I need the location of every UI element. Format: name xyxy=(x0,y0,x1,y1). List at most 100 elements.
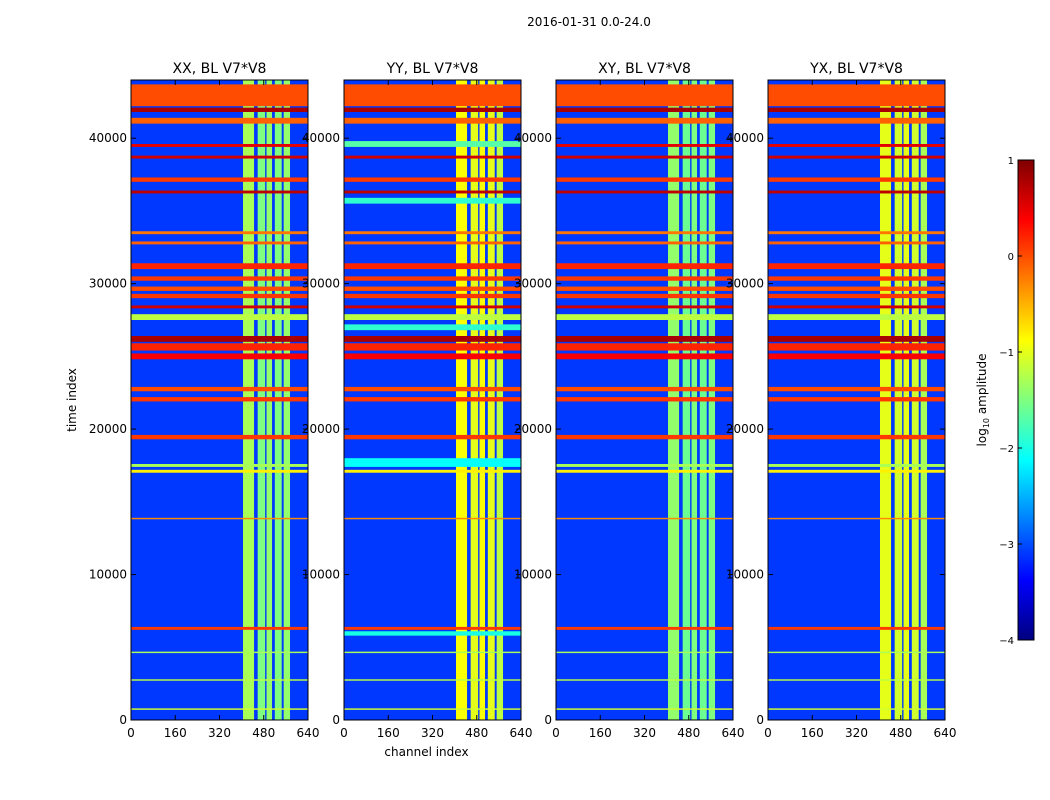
time-band-13 xyxy=(131,293,308,299)
time-band-3 xyxy=(556,117,733,124)
time-band-30 xyxy=(344,679,521,681)
x-tick-label: 640 xyxy=(934,726,957,740)
y-tick-label: 30000 xyxy=(89,277,127,291)
colorbar-tick-label: −1 xyxy=(999,348,1014,359)
time-band-7 xyxy=(556,190,733,194)
y-tick-label: 20000 xyxy=(726,422,764,436)
time-band-3 xyxy=(768,117,945,124)
x-tick-label: 160 xyxy=(801,726,824,740)
time-band-6 xyxy=(344,177,521,182)
colorbar-tick-label: −2 xyxy=(999,444,1014,455)
time-band-21 xyxy=(768,434,945,440)
time-band-21 xyxy=(131,434,308,440)
colorbar-label: log10 amplitude xyxy=(975,354,991,447)
time-band-15 xyxy=(131,314,308,320)
time-band-10 xyxy=(344,241,521,245)
panel-1: XX, BL V7*V8 0 160 320 480 640 0 10000 20000 3000… xyxy=(89,61,320,740)
time-band-23 xyxy=(131,469,308,473)
time-band-7 xyxy=(768,190,945,194)
time-band-27 xyxy=(344,626,521,630)
time-band-28 xyxy=(556,708,733,710)
time-band-25 xyxy=(131,626,308,630)
time-band-2 xyxy=(768,107,945,112)
colorbar-gradient xyxy=(1017,159,1035,641)
time-band-12 xyxy=(131,286,308,291)
time-band-20 xyxy=(131,397,308,402)
x-tick-label: 640 xyxy=(510,726,533,740)
time-band-10 xyxy=(768,263,945,270)
y-tick-label: 10000 xyxy=(302,568,340,582)
time-band-4 xyxy=(131,144,308,147)
time-band-15 xyxy=(556,314,733,320)
time-band-19 xyxy=(344,343,521,351)
y-tick-label: 30000 xyxy=(514,277,552,291)
time-band-8 xyxy=(556,231,733,235)
time-band-9 xyxy=(131,241,308,245)
x-tick-label: 0 xyxy=(552,726,560,740)
time-band-16 xyxy=(344,314,521,320)
time-band-9 xyxy=(768,241,945,245)
panel-4: YX, BL V7*V8 0 160 320 480 640 0 10000 20000 3000… xyxy=(726,61,957,740)
colorbar: 10 −1 −2 −3 −4 log10 amplitude xyxy=(975,156,1035,647)
colorbar-label-rest: amplitude xyxy=(975,354,989,418)
x-tick-label: 0 xyxy=(127,726,135,740)
y-tick-label: 30000 xyxy=(302,277,340,291)
time-band-11 xyxy=(768,276,945,281)
time-band-23 xyxy=(344,434,521,440)
time-band-18 xyxy=(556,353,733,360)
time-band-14 xyxy=(344,293,521,299)
time-band-25 xyxy=(344,469,521,473)
y-tick-label: 0 xyxy=(332,713,340,727)
time-band-27 xyxy=(768,679,945,681)
time-band-6 xyxy=(131,177,308,182)
y-tick-label: 20000 xyxy=(89,422,127,436)
time-band-2 xyxy=(344,107,521,112)
time-band-19 xyxy=(768,386,945,392)
time-band-25 xyxy=(768,626,945,630)
time-band-6 xyxy=(556,177,733,182)
colorbar-label-base: 10 xyxy=(982,418,991,428)
time-band-18 xyxy=(344,336,521,342)
time-band-16 xyxy=(131,336,308,342)
time-band-11 xyxy=(344,263,521,270)
time-band-4 xyxy=(556,144,733,147)
colorbar-tick-label: −4 xyxy=(999,636,1014,647)
colorbar-tick-label: −3 xyxy=(999,540,1014,551)
x-tick-label: 640 xyxy=(722,726,745,740)
time-band-1 xyxy=(556,84,733,107)
x-tick-label: 0 xyxy=(340,726,348,740)
time-band-10 xyxy=(556,263,733,270)
figure-suptitle: 2016-01-31 0.0-24.0 xyxy=(527,15,651,29)
y-tick-label: 0 xyxy=(544,713,552,727)
time-band-22 xyxy=(768,464,945,467)
time-band-1 xyxy=(344,84,521,107)
panel-title: YY, BL V7*V8 xyxy=(386,61,479,77)
time-band-20 xyxy=(556,397,733,402)
time-band-17 xyxy=(131,343,308,351)
time-band-8 xyxy=(768,231,945,235)
time-band-17 xyxy=(768,343,945,351)
time-band-20 xyxy=(768,397,945,402)
x-tick-label: 320 xyxy=(633,726,656,740)
time-band-26 xyxy=(131,651,308,654)
time-band-15 xyxy=(344,305,521,309)
time-band-22 xyxy=(556,464,733,467)
time-band-12 xyxy=(344,276,521,281)
x-tick-label: 480 xyxy=(465,726,488,740)
time-band-7 xyxy=(344,190,521,194)
time-band-21 xyxy=(344,386,521,392)
x-tick-label: 320 xyxy=(421,726,444,740)
time-band-9 xyxy=(556,241,733,245)
time-band-9 xyxy=(344,231,521,235)
x-tick-label: 160 xyxy=(589,726,612,740)
time-band-1 xyxy=(131,84,308,107)
time-band-18 xyxy=(768,353,945,360)
y-tick-label: 40000 xyxy=(726,131,764,145)
x-tick-label: 480 xyxy=(252,726,275,740)
time-band-22 xyxy=(344,397,521,402)
time-band-3 xyxy=(131,117,308,124)
time-band-17 xyxy=(344,324,521,331)
x-tick-label: 160 xyxy=(377,726,400,740)
x-axis-label: channel index xyxy=(384,745,468,759)
